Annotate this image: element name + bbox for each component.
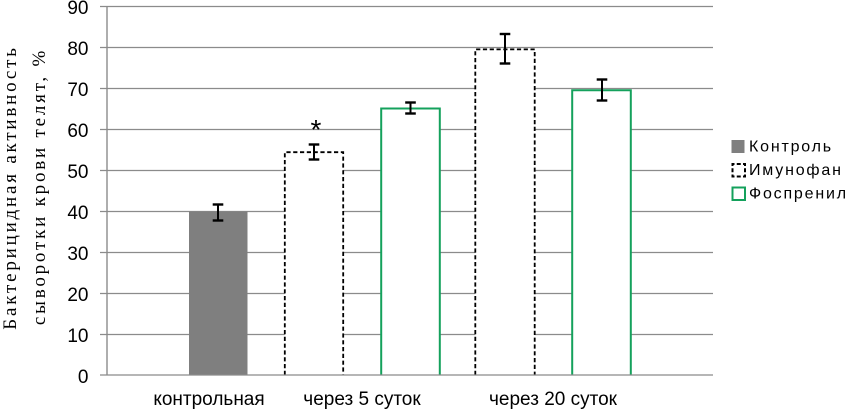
svg-text:40: 40 [67, 203, 88, 224]
svg-text:20: 20 [67, 285, 88, 306]
svg-text:0: 0 [78, 367, 89, 388]
svg-text:контрольная: контрольная [153, 389, 264, 410]
svg-text:*: * [311, 114, 322, 145]
svg-text:Имунофан: Имунофан [749, 162, 843, 179]
svg-text:Фоспренил: Фоспренил [749, 186, 846, 203]
svg-text:Бактерицидная активность: Бактерицидная активность [0, 45, 21, 329]
svg-text:70: 70 [67, 80, 88, 101]
svg-text:через 20 суток: через 20 суток [489, 389, 618, 410]
svg-text:50: 50 [67, 162, 88, 183]
svg-text:через 5 суток: через 5 суток [303, 389, 421, 410]
svg-text:30: 30 [67, 244, 88, 265]
svg-text:60: 60 [67, 121, 88, 142]
svg-text:80: 80 [67, 39, 88, 60]
svg-text:Контроль: Контроль [749, 139, 833, 156]
svg-text:90: 90 [67, 0, 88, 19]
svg-text:сыворотки крови телят, %: сыворотки крови телят, % [29, 48, 50, 325]
svg-text:10: 10 [67, 326, 88, 347]
